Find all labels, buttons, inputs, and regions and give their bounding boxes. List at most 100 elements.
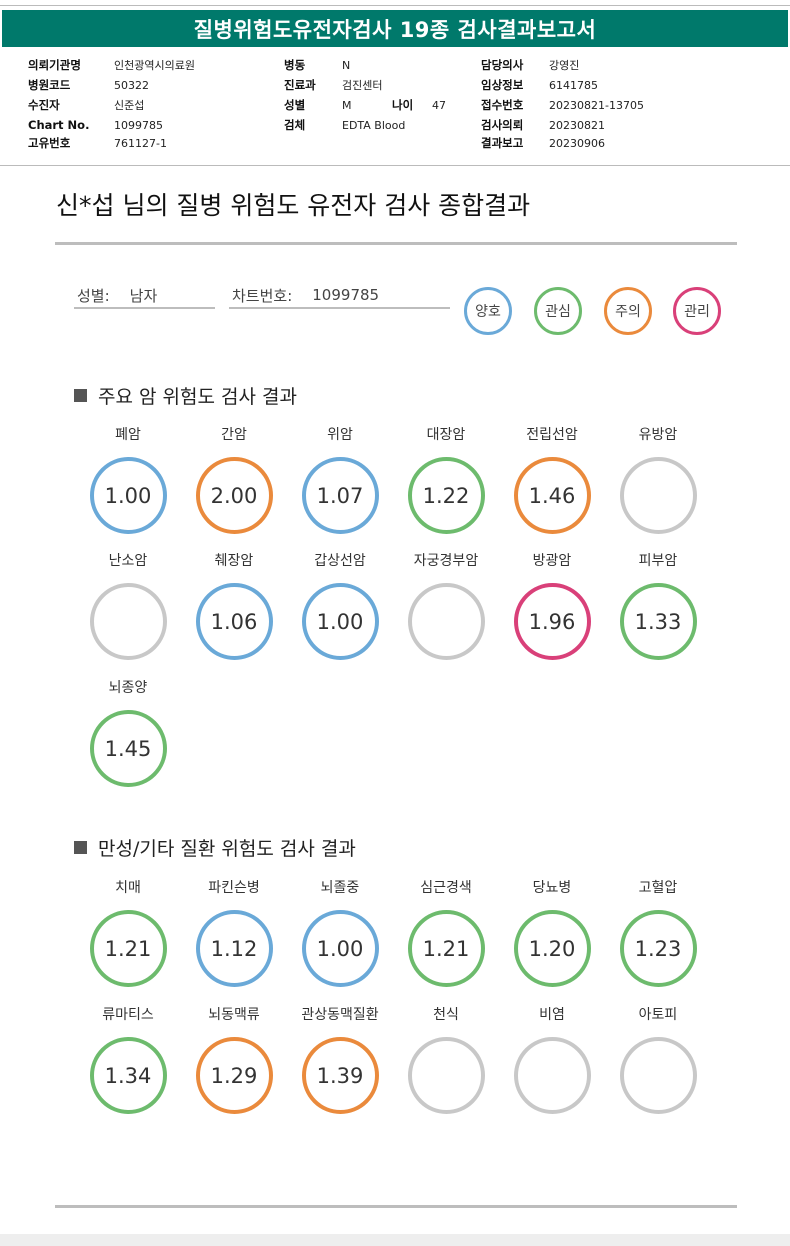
info-value: 1099785 — [114, 118, 163, 132]
info-column-2: 병동 N 진료과 검진센터 성별 M 나이 47 검체 EDTA Blood — [284, 55, 446, 135]
header-top-border — [0, 5, 790, 6]
risk-item: 파킨슨병 1.12 — [174, 878, 294, 987]
report-title-bar: 질병위험도유전자검사 19종 검사결과보고서 — [2, 10, 788, 47]
risk-item-name: 방광암 — [532, 553, 572, 569]
risk-item-name: 뇌졸중 — [320, 880, 360, 896]
risk-item: 고혈압 1.23 — [598, 878, 718, 987]
info-label: Chart No. — [28, 118, 90, 132]
info-value: 50322 — [114, 78, 149, 92]
info-label: 병동 — [284, 58, 306, 72]
info-label: 검체 — [284, 118, 306, 132]
sex-value: 남자 — [129, 286, 158, 305]
info-label: 병원코드 — [28, 78, 71, 92]
risk-score-circle: 2.00 — [195, 457, 273, 534]
risk-item: 췌장암 1.06 — [174, 551, 294, 660]
risk-item-name: 갑상선암 — [314, 553, 366, 569]
risk-score-circle — [619, 1037, 697, 1114]
chronic-section-title: 만성/기타 질환 위험도 검사 결과 — [98, 838, 356, 860]
report-header: 질병위험도유전자검사 19종 검사결과보고서 의뢰기관명 인천광역시의료원 병원코드… — [0, 0, 790, 170]
risk-item: 관상동맥질환 1.39 — [280, 1005, 400, 1114]
info-label: 접수번호 — [481, 98, 524, 112]
info-value: EDTA Blood — [342, 118, 406, 132]
info-value: 761127-1 — [114, 136, 167, 150]
info-row: Chart No. 1099785 — [28, 115, 195, 135]
risk-score-circle: 1.20 — [513, 910, 591, 987]
info-row: 고유번호 761127-1 — [28, 135, 195, 151]
info-row: 접수번호 20230821-13705 — [481, 95, 644, 115]
info-value: 20230906 — [549, 136, 605, 150]
risk-score-circle — [513, 1037, 591, 1114]
report-title-text: 질병위험도유전자검사 19종 검사결과보고서 — [193, 17, 597, 42]
chronic-section-header: 만성/기타 질환 위험도 검사 결과 — [74, 834, 356, 861]
risk-item-name: 당뇨병 — [532, 880, 572, 896]
risk-score-circle — [619, 457, 697, 534]
info-row: 진료과 검진센터 — [284, 75, 446, 95]
risk-item: 유방암 — [598, 425, 718, 534]
risk-item-name: 심근경색 — [420, 880, 472, 896]
bottom-band — [0, 1234, 790, 1246]
risk-score-circle — [89, 583, 167, 660]
risk-score-circle: 1.22 — [407, 457, 485, 534]
info-label: 진료과 — [284, 78, 316, 92]
chart-number-label: 차트번호: — [232, 286, 293, 305]
info-row: 결과보고 20230906 — [481, 135, 644, 151]
risk-item: 뇌졸중 1.00 — [280, 878, 400, 987]
risk-score-circle: 1.21 — [407, 910, 485, 987]
risk-item-name: 비염 — [539, 1007, 565, 1023]
risk-item: 간암 2.00 — [174, 425, 294, 534]
risk-score-circle: 1.07 — [301, 457, 379, 534]
risk-item-name: 뇌동맥류 — [208, 1007, 260, 1023]
risk-item-name: 아토피 — [638, 1007, 678, 1023]
risk-item: 비염 — [492, 1005, 612, 1114]
sex-label: 성별: — [77, 286, 110, 305]
info-value: 20230821-13705 — [549, 98, 644, 112]
info-row: 검체 EDTA Blood — [284, 115, 446, 135]
info-value: 검진센터 — [342, 79, 383, 92]
risk-item-name: 뇌종양 — [108, 680, 148, 696]
risk-item: 대장암 1.22 — [386, 425, 506, 534]
risk-score-circle: 1.33 — [619, 583, 697, 660]
info-value: M — [342, 98, 352, 112]
risk-item: 자궁경부암 — [386, 551, 506, 660]
risk-item: 당뇨병 1.20 — [492, 878, 612, 987]
info-label: 고유번호 — [28, 136, 71, 150]
info-column-3: 담당의사 강영진 임상정보 6141785 접수번호 20230821-13705 검사의뢰… — [481, 55, 644, 151]
info-label: 나이 — [392, 98, 414, 112]
bottom-divider — [55, 1205, 737, 1208]
risk-item-name: 파킨슨병 — [208, 880, 260, 896]
info-row: 병동 N — [284, 55, 446, 75]
risk-item-name: 간암 — [221, 427, 247, 443]
risk-score-circle: 1.00 — [89, 457, 167, 534]
risk-item-name: 위암 — [327, 427, 353, 443]
cancer-section-title: 주요 암 위험도 검사 결과 — [98, 386, 297, 408]
info-value: 47 — [432, 98, 446, 112]
info-value: N — [342, 58, 351, 72]
info-value: 6141785 — [549, 78, 598, 92]
summary-title: 신*섭 님의 질병 위험도 유전자 검사 종합결과 — [56, 191, 531, 220]
risk-item: 뇌종양 1.45 — [68, 678, 188, 787]
chart-number-field: 차트번호: 1099785 — [229, 283, 450, 309]
risk-item: 치매 1.21 — [68, 878, 188, 987]
info-value: 강영진 — [549, 59, 580, 72]
risk-score-circle: 1.12 — [195, 910, 273, 987]
risk-score-circle: 1.45 — [89, 710, 167, 787]
risk-score-circle — [407, 1037, 485, 1114]
risk-item-name: 치매 — [115, 880, 141, 896]
risk-score-circle: 1.34 — [89, 1037, 167, 1114]
info-label: 수진자 — [28, 98, 60, 112]
risk-item: 전립선암 1.46 — [492, 425, 612, 534]
info-value: 20230821 — [549, 118, 605, 132]
info-row: 검사의뢰 20230821 — [481, 115, 644, 135]
header-bottom-border — [0, 165, 790, 166]
risk-score-circle: 1.06 — [195, 583, 273, 660]
risk-item: 피부암 1.33 — [598, 551, 718, 660]
risk-score-circle: 1.00 — [301, 583, 379, 660]
info-column-1: 의뢰기관명 인천광역시의료원 병원코드 50322 수진자 신준섭 Chart No. 109… — [28, 55, 195, 151]
risk-item-name: 피부암 — [638, 553, 678, 569]
risk-item-name: 천식 — [433, 1007, 459, 1023]
info-row: 병원코드 50322 — [28, 75, 195, 95]
info-value: 인천광역시의료원 — [114, 59, 195, 72]
info-label: 담당의사 — [481, 58, 524, 72]
cancer-section-header: 주요 암 위험도 검사 결과 — [74, 382, 297, 409]
info-label: 결과보고 — [481, 136, 524, 150]
